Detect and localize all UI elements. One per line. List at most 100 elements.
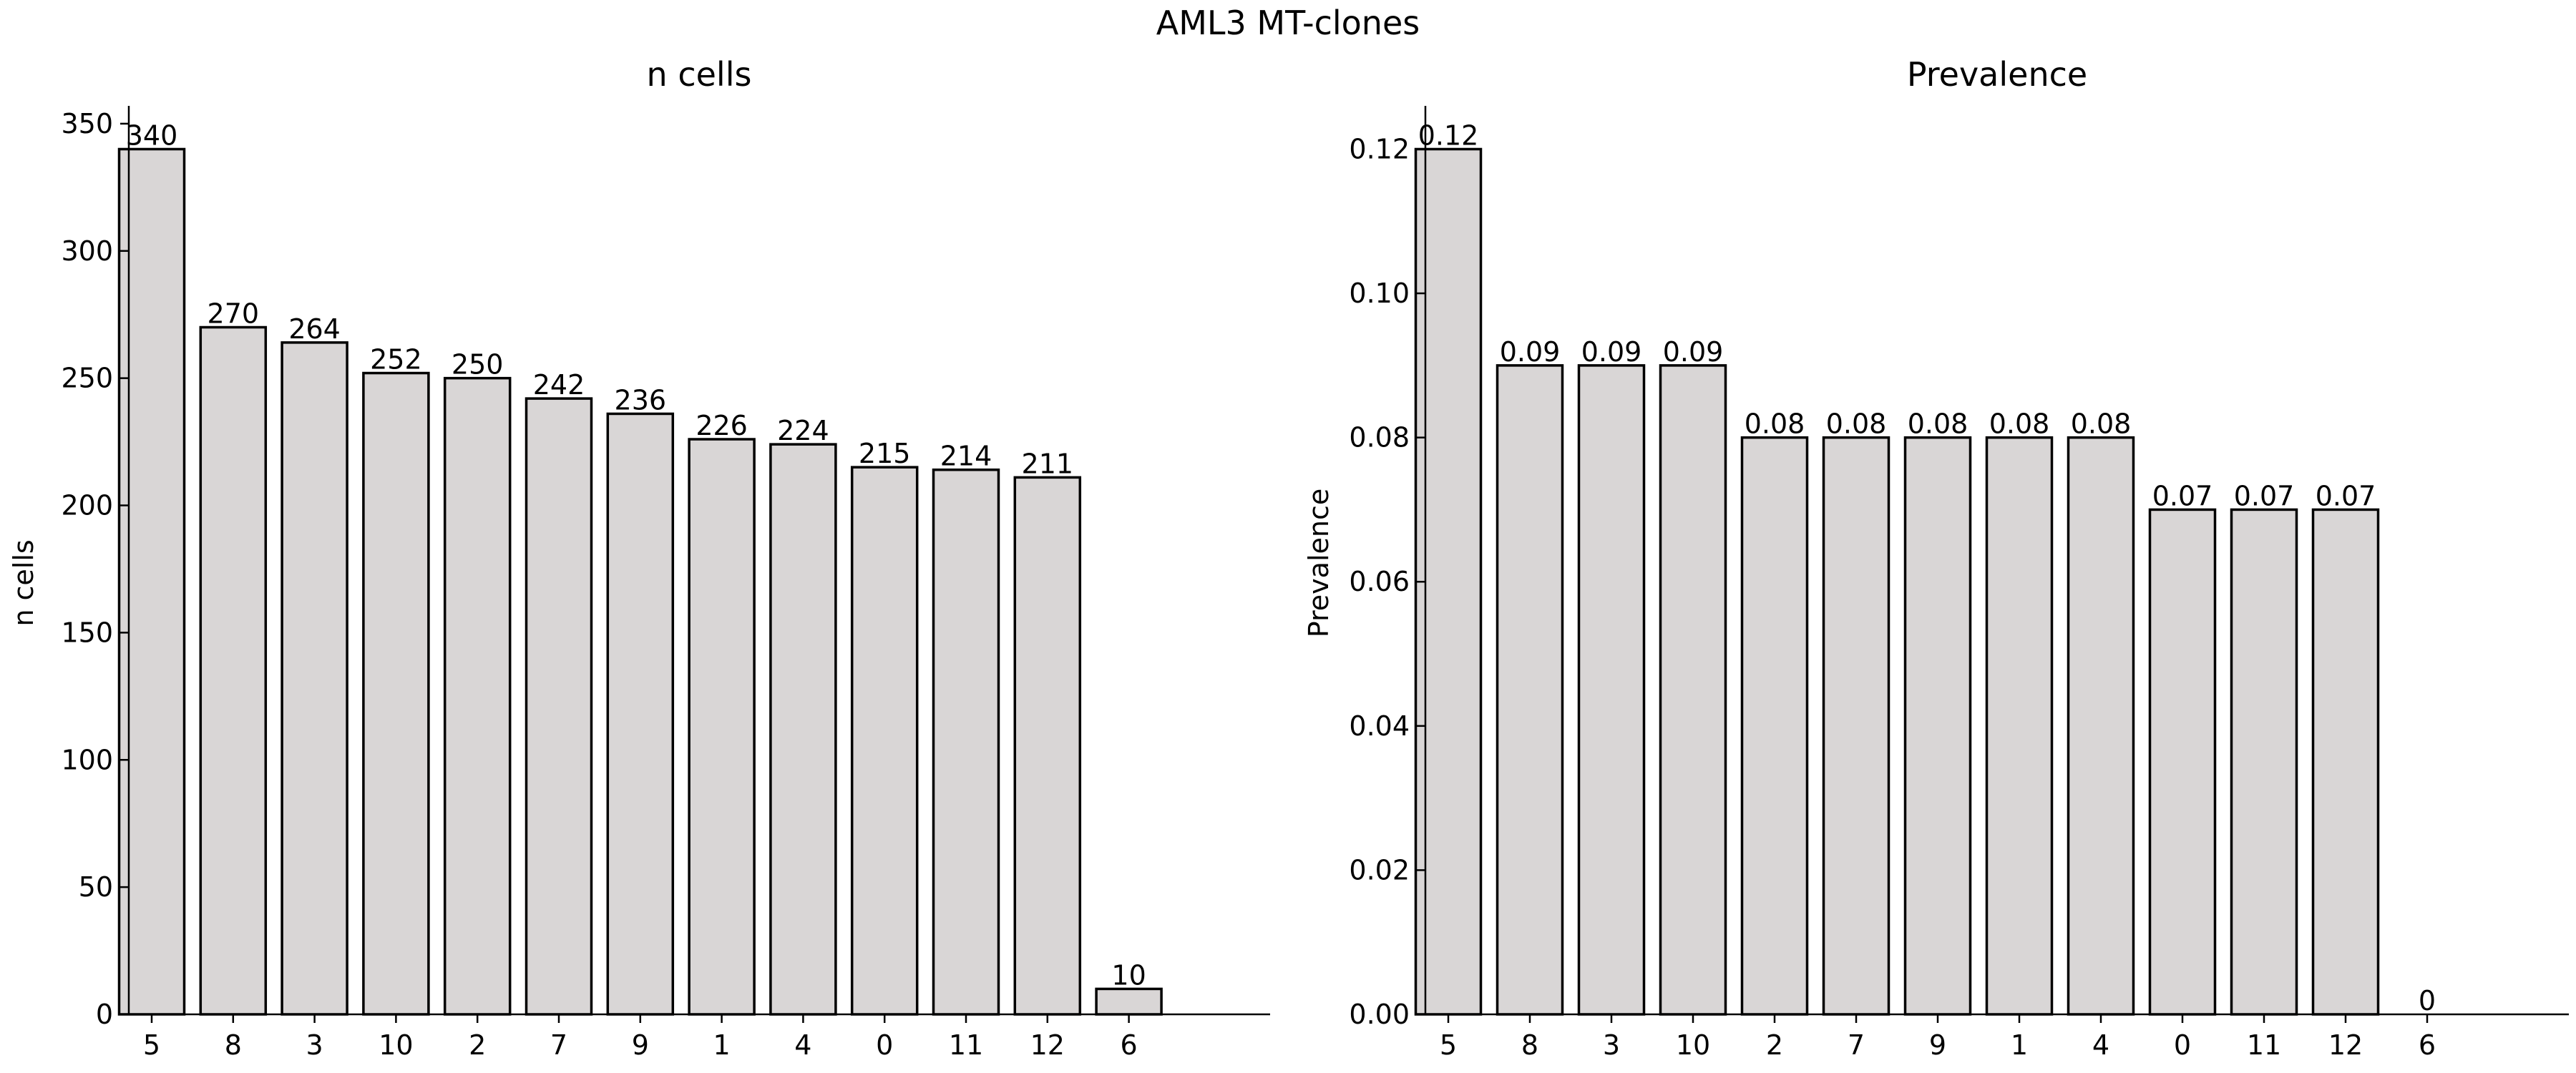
- prevalence-title: Prevalence: [1907, 55, 2087, 94]
- prevalence-y-tick-label: 0.02: [1349, 854, 1410, 886]
- prevalence-x-tick-label: 4: [2092, 1029, 2109, 1061]
- prevalence-bar: [2230, 508, 2298, 1016]
- prevalence-bar: [1985, 436, 2054, 1016]
- n-cells-bar: [525, 397, 593, 1016]
- prevalence-bar-value-label: 0.08: [1826, 408, 1887, 440]
- n-cells-bar-value-label: 215: [859, 438, 911, 469]
- prevalence-y-tick-label: 0.12: [1349, 133, 1410, 165]
- prevalence-y-tick-label: 0.00: [1349, 999, 1410, 1030]
- prevalence-bar-value-label: 0.08: [1745, 408, 1805, 440]
- prevalence-y-axis-label: Prevalence: [1303, 489, 1335, 637]
- n-cells-bar-value-label: 211: [1022, 448, 1074, 479]
- prevalence-bar-value-label: 0.08: [1989, 408, 2050, 440]
- n-cells-bar: [280, 341, 348, 1016]
- prevalence-bar: [1903, 436, 1972, 1016]
- prevalence-y-tick-label: 0.08: [1349, 422, 1410, 454]
- n-cells-x-tick-label: 12: [1030, 1029, 1065, 1061]
- prevalence-bar-value-label: 0.07: [2316, 480, 2376, 511]
- n-cells-x-tick-label: 1: [713, 1029, 731, 1061]
- n-cells-bar-value-label: 250: [452, 349, 504, 381]
- prevalence-bar: [1822, 436, 1890, 1016]
- n-cells-x-tick-label: 3: [306, 1029, 323, 1061]
- prevalence-x-tick-label: 8: [1521, 1029, 1538, 1061]
- n-cells-y-tick-label: 50: [79, 871, 113, 903]
- n-cells-x-tick-label: 0: [876, 1029, 893, 1061]
- n-cells-bar: [688, 438, 756, 1016]
- prevalence-x-tick-label: 1: [2011, 1029, 2028, 1061]
- prevalence-x-tick-label: 11: [2247, 1029, 2281, 1061]
- prevalence-bar: [1659, 364, 1727, 1016]
- prevalence-bar: [2311, 508, 2380, 1016]
- n-cells-bar-value-label: 264: [288, 313, 341, 345]
- n-cells-bar: [932, 468, 1000, 1016]
- n-cells-x-tick-label: 7: [550, 1029, 567, 1061]
- n-cells-y-tick-label: 0: [96, 999, 113, 1030]
- n-cells-bar: [1095, 987, 1163, 1016]
- n-cells-bar: [850, 466, 919, 1016]
- n-cells-bar-value-label: 214: [940, 441, 992, 472]
- prevalence-bar-value-label: 0.09: [1663, 336, 1724, 368]
- n-cells-x-tick-label: 6: [1121, 1029, 1138, 1061]
- n-cells-y-tick-label: 100: [61, 744, 113, 775]
- prevalence-bar: [1577, 364, 1646, 1016]
- n-cells-x-tick-label: 11: [949, 1029, 983, 1061]
- prevalence-bar: [1496, 364, 1564, 1016]
- n-cells-bar: [769, 443, 837, 1016]
- n-cells-bar-value-label: 242: [533, 369, 585, 401]
- n-cells-x-tick-label: 10: [379, 1029, 413, 1061]
- n-cells-y-tick-label: 250: [61, 363, 113, 394]
- prevalence-bar: [1740, 436, 1809, 1016]
- prevalence-bar: [2067, 436, 2135, 1016]
- prevalence-panel: Prevalence Prevalence 0.12 5 0.09 8 0.09 3 0.09 1…: [1303, 55, 2569, 1061]
- figure-title: AML3 MT-clones: [1156, 4, 1420, 42]
- prevalence-bar-value-label: 0.09: [1581, 336, 1642, 368]
- n-cells-y-tick-label: 150: [61, 617, 113, 648]
- prevalence-x-tick-label: 7: [1848, 1029, 1865, 1061]
- n-cells-bar: [1013, 476, 1082, 1016]
- prevalence-y-tick-label: 0.10: [1349, 278, 1410, 309]
- n-cells-bar-value-label: 252: [370, 344, 422, 376]
- n-cells-x-tick-label: 5: [143, 1029, 160, 1061]
- n-cells-bar-value-label: 236: [615, 384, 667, 416]
- n-cells-bar-value-label: 340: [126, 119, 178, 151]
- n-cells-bar: [117, 147, 186, 1016]
- prevalence-x-tick-label: 2: [1766, 1029, 1783, 1061]
- prevalence-y-tick-label: 0.04: [1349, 710, 1410, 742]
- prevalence-y-tick-label: 0.06: [1349, 566, 1410, 597]
- prevalence-x-tick-label: 5: [1440, 1029, 1457, 1061]
- prevalence-bar-value-label: 0: [2419, 985, 2436, 1016]
- n-cells-title: n cells: [647, 55, 752, 94]
- n-cells-x-tick-label: 4: [794, 1029, 811, 1061]
- n-cells-x-tick-label: 9: [632, 1029, 649, 1061]
- n-cells-x-tick-label: 2: [469, 1029, 486, 1061]
- n-cells-y-tick-label: 300: [61, 235, 113, 267]
- n-cells-x-tick-label: 8: [225, 1029, 242, 1061]
- prevalence-x-tick-label: 6: [2419, 1029, 2436, 1061]
- prevalence-bar-value-label: 0.07: [2152, 480, 2213, 511]
- n-cells-y-axis-label: n cells: [8, 539, 39, 626]
- n-cells-bar: [362, 371, 430, 1016]
- n-cells-y-tick-label: 350: [61, 108, 113, 139]
- n-cells-y-tick-label: 200: [61, 490, 113, 521]
- prevalence-x-tick-label: 10: [1676, 1029, 1710, 1061]
- prevalence-bar-value-label: 0.07: [2234, 480, 2295, 511]
- prevalence-bar-value-label: 0.08: [2071, 408, 2132, 440]
- n-cells-bar-value-label: 10: [1111, 959, 1146, 991]
- prevalence-x-tick-label: 0: [2174, 1029, 2191, 1061]
- n-cells-bar-value-label: 224: [777, 415, 829, 446]
- prevalence-bar-value-label: 0.09: [1500, 336, 1561, 368]
- n-cells-bar-value-label: 270: [208, 298, 260, 329]
- n-cells-bar: [606, 412, 675, 1016]
- prevalence-bar: [1414, 147, 1483, 1016]
- prevalence-bar: [2148, 508, 2217, 1016]
- prevalence-bar-value-label: 0.12: [1418, 119, 1479, 151]
- prevalence-x-tick-label: 12: [2328, 1029, 2363, 1061]
- n-cells-bar: [199, 325, 268, 1016]
- prevalence-x-tick-label: 3: [1603, 1029, 1620, 1061]
- n-cells-bar: [443, 376, 512, 1016]
- prevalence-x-tick-label: 9: [1929, 1029, 1946, 1061]
- prevalence-bar-value-label: 0.08: [1908, 408, 1968, 440]
- n-cells-bar-value-label: 226: [696, 410, 748, 441]
